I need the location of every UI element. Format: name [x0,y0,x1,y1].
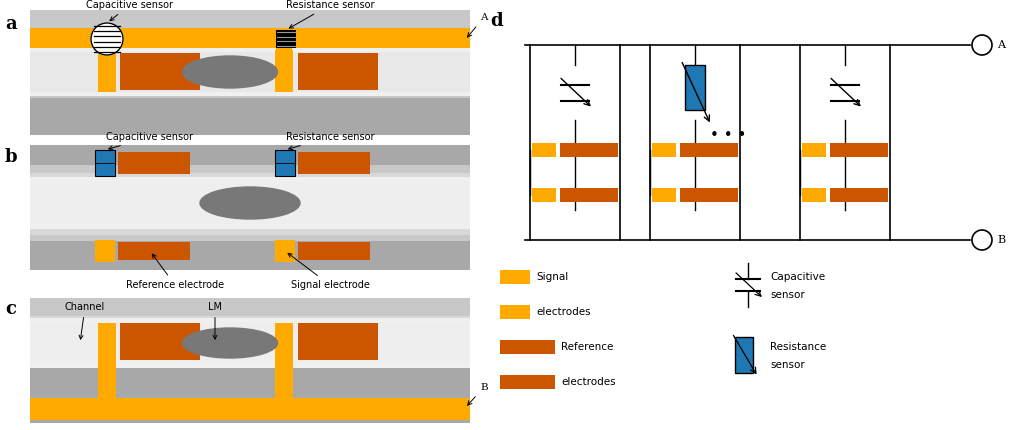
Bar [298,53,378,90]
Bar [500,375,555,389]
Bar [275,50,293,92]
Bar [735,337,753,373]
Bar [30,10,470,30]
Bar [30,298,470,423]
Bar [99,48,115,56]
Bar [30,28,470,50]
Bar [680,188,738,202]
Bar [98,323,116,398]
Bar [30,368,470,398]
Text: Signal electrode: Signal electrode [288,253,370,290]
Text: Capacitive: Capacitive [770,272,825,282]
Bar [275,323,293,398]
Bar [30,90,470,98]
Bar [652,143,676,157]
Bar [532,188,556,202]
Text: Resistance sensor: Resistance sensor [286,0,374,28]
Text: electrodes: electrodes [561,377,615,387]
Bar [30,181,470,225]
Bar [532,143,556,157]
Text: b: b [5,148,17,166]
Bar [118,242,190,260]
Bar [30,398,470,420]
Bar [275,240,295,262]
Bar [652,188,676,202]
Text: Capacitive sensor: Capacitive sensor [86,0,173,21]
Bar [30,316,470,374]
Bar [30,177,470,229]
Bar [30,52,470,92]
Bar [30,310,470,380]
Text: Reference: Reference [561,342,613,352]
Bar [802,188,826,202]
Text: Resistance sensor: Resistance sensor [286,132,374,150]
Bar [298,152,370,174]
Text: B: B [997,235,1006,245]
Text: electrodes: electrodes [536,307,591,317]
Bar [30,298,470,318]
Bar [276,48,292,56]
Bar [685,65,705,110]
Bar [120,53,200,90]
Text: B: B [468,383,487,405]
Text: sensor: sensor [770,290,805,300]
Bar [30,318,470,368]
Bar [30,322,470,364]
Text: • • •: • • • [710,128,746,142]
Ellipse shape [182,56,278,88]
Text: Channel: Channel [65,302,105,339]
Bar [30,165,470,241]
Bar [560,188,618,202]
Circle shape [91,23,123,55]
Text: Capacitive sensor: Capacitive sensor [106,132,194,150]
Bar [95,240,115,262]
Bar [560,143,618,157]
Text: Signal: Signal [536,272,568,282]
Text: A: A [468,13,487,37]
Ellipse shape [182,328,278,358]
Text: Reference electrode: Reference electrode [126,254,224,290]
Bar [500,270,530,284]
Bar [298,323,378,360]
Bar [30,145,470,270]
Bar [830,143,888,157]
Bar [500,305,530,319]
Bar [118,152,190,174]
Bar [30,48,470,96]
Bar [830,188,888,202]
Text: c: c [5,300,16,318]
Bar [298,242,370,260]
Bar [276,30,296,48]
Bar [120,323,200,360]
Bar [500,340,555,354]
Bar [30,50,470,58]
Text: Resistance: Resistance [770,342,826,352]
Text: d: d [490,12,503,30]
Bar [30,10,470,135]
Bar [98,50,116,92]
Text: LM: LM [208,302,222,339]
Bar [680,143,738,157]
Bar [30,173,470,235]
Text: sensor: sensor [770,360,805,370]
Text: a: a [5,15,16,33]
Bar [275,150,295,176]
Ellipse shape [200,187,300,219]
Bar [95,150,115,176]
Text: A: A [997,40,1005,50]
Bar [30,100,470,135]
Bar [802,143,826,157]
Bar [275,150,295,176]
Bar [95,150,115,176]
